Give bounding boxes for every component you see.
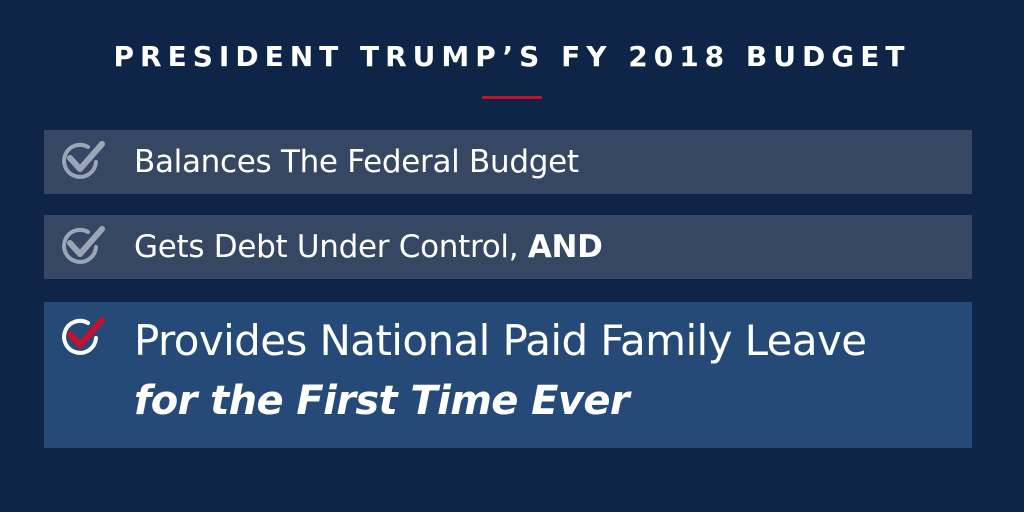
item-text: Gets Debt Under Control, bbox=[134, 229, 528, 265]
item-emphasis-line: for the First Time Ever bbox=[134, 378, 630, 424]
item-text: Balances The Federal Budget bbox=[134, 144, 579, 180]
item-label: Gets Debt Under Control, AND bbox=[134, 229, 603, 265]
title-divider bbox=[482, 96, 542, 99]
check-circle-red-icon bbox=[62, 317, 105, 355]
item-headline: Provides National Paid Family Leave bbox=[134, 316, 867, 365]
list-item-balances-budget: Balances The Federal Budget bbox=[44, 130, 972, 194]
item-emphasis: AND bbox=[527, 229, 603, 265]
list-item-debt-control: Gets Debt Under Control, AND bbox=[44, 215, 972, 279]
page-title: PRESIDENT TRUMP’S FY 2018 BUDGET bbox=[113, 40, 911, 73]
list-item-paid-family-leave: Provides National Paid Family Leave for … bbox=[44, 302, 972, 448]
check-circle-icon bbox=[62, 141, 105, 179]
item-label: Balances The Federal Budget bbox=[134, 144, 579, 180]
check-circle-icon bbox=[62, 226, 105, 264]
